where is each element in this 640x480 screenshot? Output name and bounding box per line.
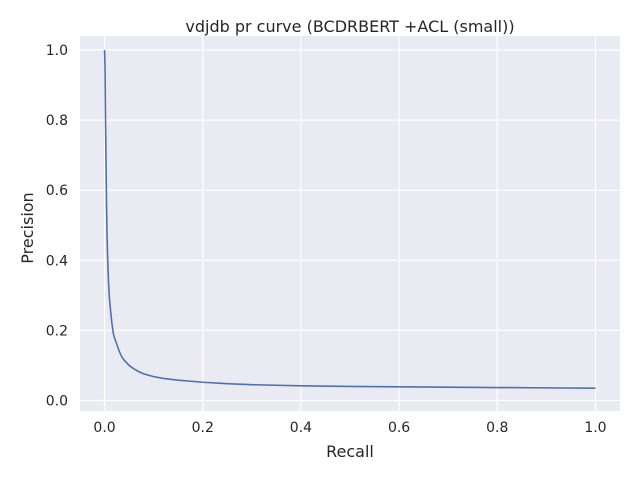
y-tick-label: 0.0 (46, 393, 68, 409)
x-tick-label: 0.6 (388, 420, 410, 436)
pr-curve-line (103, 49, 596, 390)
plot-background (80, 36, 620, 411)
chart-title: vdjdb pr curve (BCDRBERT +ACL (small)) (185, 17, 514, 36)
x-tick-label: 0.0 (93, 420, 115, 436)
grid-lines (80, 36, 620, 411)
x-tick-label: 0.2 (192, 420, 214, 436)
y-axis-label: Precision (18, 192, 37, 263)
x-axis-label: Recall (326, 442, 374, 461)
x-tick-label: 0.8 (486, 420, 508, 436)
series-layer (103, 49, 596, 390)
x-tick-label: 0.4 (290, 420, 312, 436)
y-tick-label: 0.2 (46, 323, 68, 339)
x-tick-label: 1.0 (584, 420, 606, 436)
y-tick-label: 0.6 (46, 183, 68, 199)
y-tick-label: 0.8 (46, 113, 68, 129)
x-tick-labels: 0.0 0.2 0.4 0.6 0.8 1.0 (93, 420, 606, 436)
y-tick-label: 0.4 (46, 253, 68, 269)
y-tick-labels: 0.0 0.2 0.4 0.6 0.8 1.0 (46, 43, 68, 409)
y-tick-label: 1.0 (46, 43, 68, 59)
